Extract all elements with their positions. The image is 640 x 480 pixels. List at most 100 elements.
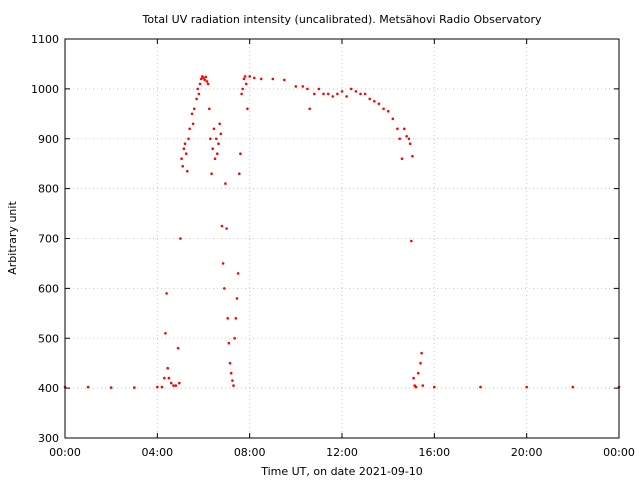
data-point	[220, 224, 224, 228]
data-point	[193, 107, 196, 111]
data-point	[396, 127, 399, 131]
data-point	[196, 87, 199, 91]
data-point	[176, 346, 180, 350]
data-point	[174, 384, 178, 387]
data-point	[244, 82, 248, 86]
data-point	[165, 292, 168, 295]
y-tick-label: 800	[38, 183, 59, 196]
data-point	[340, 90, 344, 93]
data-point	[224, 182, 227, 185]
data-point	[253, 76, 256, 80]
data-point	[191, 122, 195, 126]
data-point	[219, 132, 223, 136]
data-point	[178, 381, 181, 385]
data-point	[133, 386, 136, 389]
data-point	[180, 157, 183, 160]
data-point	[239, 152, 242, 155]
data-point	[386, 110, 390, 113]
y-tick-label: 1000	[31, 83, 59, 96]
data-point	[181, 164, 184, 168]
data-point	[363, 92, 367, 96]
data-point	[199, 77, 203, 81]
data-point	[205, 80, 209, 83]
data-point	[216, 152, 219, 155]
data-point	[246, 107, 249, 111]
data-point	[212, 127, 216, 131]
grid-lines	[65, 39, 619, 438]
data-point	[213, 157, 217, 160]
data-point	[407, 137, 411, 141]
data-point	[326, 92, 330, 96]
data-point	[242, 77, 246, 81]
data-point	[202, 76, 205, 80]
data-point	[211, 147, 214, 150]
data-point	[232, 384, 235, 387]
data-point	[163, 376, 166, 380]
data-point	[331, 95, 335, 98]
data-point	[198, 82, 202, 86]
data-point	[203, 78, 206, 82]
data-point	[183, 142, 187, 145]
data-point	[182, 147, 186, 150]
data-point	[156, 385, 159, 389]
y-tick-label: 1100	[31, 33, 59, 46]
x-tick-label: 12:00	[326, 446, 358, 459]
data-point	[313, 92, 316, 96]
data-point	[336, 92, 339, 96]
x-tick-label: 08:00	[234, 446, 266, 459]
data-point	[197, 92, 201, 96]
x-tick-label: 00:00	[49, 446, 81, 459]
data-point	[359, 92, 362, 96]
data-point	[186, 169, 189, 173]
y-tick-label: 700	[38, 233, 59, 246]
data-point	[109, 386, 113, 389]
data-point	[479, 385, 482, 389]
data-point	[308, 107, 312, 111]
data-point	[228, 361, 232, 365]
data-point	[229, 371, 233, 375]
data-point	[322, 92, 325, 96]
data-point	[301, 85, 305, 88]
data-point	[86, 385, 90, 389]
data-point	[169, 381, 173, 385]
data-point	[248, 75, 251, 78]
data-point	[398, 137, 402, 141]
data-point	[188, 127, 191, 131]
data-point	[400, 157, 404, 160]
y-tick-label: 600	[38, 282, 59, 295]
x-tick-label: 04:00	[141, 446, 173, 459]
data-point	[416, 371, 420, 375]
data-point	[166, 366, 169, 370]
data-point	[410, 239, 413, 243]
data-point	[235, 297, 239, 300]
y-tick-label: 300	[38, 432, 59, 445]
data-point	[243, 75, 247, 78]
data-point	[419, 361, 422, 365]
data-point	[226, 317, 229, 320]
data-point	[208, 107, 211, 111]
data-point	[240, 92, 243, 96]
data-point	[373, 100, 376, 103]
data-point	[571, 385, 575, 389]
data-point	[411, 154, 414, 158]
data-point	[382, 107, 385, 111]
data-point	[349, 87, 353, 91]
data-point	[164, 332, 167, 335]
data-point	[225, 227, 228, 230]
data-point	[218, 122, 221, 126]
data-point	[405, 135, 408, 138]
data-point	[421, 384, 425, 387]
axis-ticks: 00:00 04:00 08:00 12:00 16:00 20:00 00:0030040…	[31, 33, 635, 459]
data-point	[391, 117, 395, 121]
x-axis-label: Time UT, on date 2021-09-10	[260, 465, 423, 478]
plot-frame	[64, 38, 620, 439]
data-point	[377, 102, 381, 106]
y-axis-label: Arbitrary unit	[6, 201, 19, 275]
data-point	[368, 97, 372, 101]
data-point	[179, 237, 182, 240]
data-point	[345, 95, 348, 98]
data-point	[408, 142, 412, 145]
data-point	[217, 142, 220, 145]
data-point	[241, 87, 244, 91]
